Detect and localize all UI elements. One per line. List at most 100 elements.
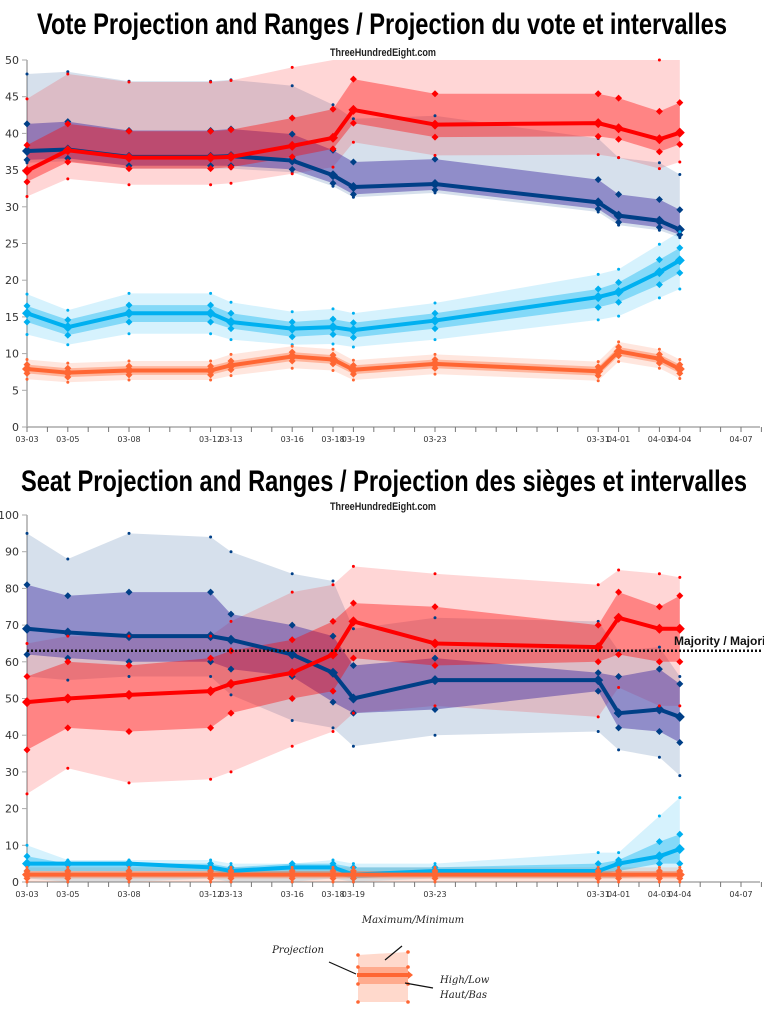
red-max-point: [66, 72, 70, 76]
navy-projection-point: [613, 708, 624, 719]
red-min-point: [127, 781, 131, 785]
cyan-max-point: [617, 851, 621, 855]
navy-low-point: [23, 650, 31, 658]
cyan-projection-point: [613, 286, 624, 297]
orange-low-point: [207, 371, 215, 379]
cyan-min-point: [351, 345, 355, 349]
legend-maxmin-label: Maximum/Minimum: [361, 915, 464, 926]
navy-projection-point: [287, 649, 298, 660]
red-high-point: [594, 621, 602, 629]
red-min-point: [127, 183, 131, 187]
red-high-point: [125, 661, 133, 669]
red-max-point: [678, 575, 682, 579]
navy-high-point: [23, 120, 31, 128]
red-low-point: [431, 661, 439, 669]
orange-high-point: [615, 343, 623, 351]
navy-high-point: [676, 206, 684, 214]
red-low-point: [23, 178, 31, 186]
y-tick-label: 20: [5, 274, 19, 287]
navy-min-point: [127, 674, 131, 678]
orange-projection-point: [62, 869, 73, 880]
red-min-point: [351, 711, 355, 715]
cyan-min-point: [66, 343, 70, 347]
red-high-point: [207, 127, 215, 135]
red-high-point: [207, 654, 215, 662]
navy-high-point: [207, 588, 215, 596]
orange-max-point: [433, 865, 437, 869]
navy-low-point: [676, 231, 684, 239]
red-min-point: [617, 156, 621, 160]
red-min-point: [351, 140, 355, 144]
red-projection-point: [124, 152, 134, 163]
navy-low-point: [64, 654, 72, 662]
red-low-point: [288, 153, 296, 161]
orange-low-point: [227, 874, 235, 882]
cyan-projection-point: [22, 858, 32, 869]
orange-max-point: [209, 865, 213, 869]
red-projection-point: [22, 697, 32, 708]
orange-high-point: [349, 361, 357, 369]
navy-high-point: [594, 669, 602, 677]
orange-min-point: [351, 880, 355, 884]
cyan-maxmin-band: [27, 797, 680, 882]
red-min-point: [433, 704, 437, 708]
orange-projection-point: [430, 869, 440, 880]
cyan-low-point: [431, 325, 439, 333]
orange-projection-point: [328, 354, 338, 365]
navy-maxmin-band: [27, 71, 680, 238]
cyan-max-point: [331, 307, 335, 311]
navy-max-point: [678, 173, 682, 177]
red-high-point: [288, 636, 296, 644]
cyan-high-point: [676, 830, 684, 838]
navy-max-point: [351, 117, 355, 121]
orange-min-point: [127, 880, 131, 884]
orange-projection-point: [348, 869, 359, 880]
navy-projection-point: [22, 623, 32, 634]
y-tick-label: 25: [5, 238, 19, 251]
legend-marker-dot: [356, 965, 360, 969]
red-low-point: [676, 140, 684, 148]
orange-min-point: [433, 372, 437, 376]
orange-projection-point: [613, 346, 624, 357]
orange-high-point: [227, 357, 235, 365]
orange-min-point: [66, 380, 70, 384]
orange-high-point: [676, 867, 684, 875]
orange-low-point: [431, 874, 439, 882]
legend-marker-dot: [356, 953, 360, 957]
navy-projection-point: [226, 634, 236, 645]
cyan-high-point: [655, 838, 663, 846]
x-tick-label: 03-08: [117, 435, 140, 444]
cyan-max-point: [66, 308, 70, 312]
navy-min-point: [617, 748, 621, 752]
navy-max-point: [25, 72, 29, 76]
orange-projection-point: [593, 366, 604, 377]
red-low-point: [676, 658, 684, 666]
red-high-point: [676, 592, 684, 600]
legend-highlow-label: High/Low: [439, 975, 490, 986]
cyan-low-point: [207, 318, 215, 326]
navy-low-point: [594, 205, 602, 213]
navy-min-point: [209, 674, 213, 678]
red-high-point: [64, 658, 72, 666]
orange-max-point: [331, 865, 335, 869]
red-max-point: [127, 634, 131, 638]
red-projection-point: [226, 151, 236, 162]
navy-projection-point: [654, 704, 665, 715]
red-min-point: [331, 165, 335, 169]
orange-low-point: [23, 369, 31, 377]
cyan-max-point: [433, 862, 437, 866]
navy-max-point: [331, 103, 335, 107]
navy-projection-point: [430, 179, 440, 190]
cyan-min-point: [596, 318, 600, 322]
navy-projection-point: [430, 675, 440, 686]
orange-min-point: [209, 378, 213, 382]
red-min-point: [66, 766, 70, 770]
orange-high-point: [125, 867, 133, 875]
navy-min-point: [596, 730, 600, 734]
cyan-projection-point: [654, 267, 665, 278]
orange-low-point: [676, 874, 684, 882]
x-tick-label: 04-04: [668, 435, 691, 444]
navy-low-point: [655, 223, 663, 231]
x-tick-label: 03-18: [321, 890, 344, 899]
red-high-point: [349, 599, 357, 607]
